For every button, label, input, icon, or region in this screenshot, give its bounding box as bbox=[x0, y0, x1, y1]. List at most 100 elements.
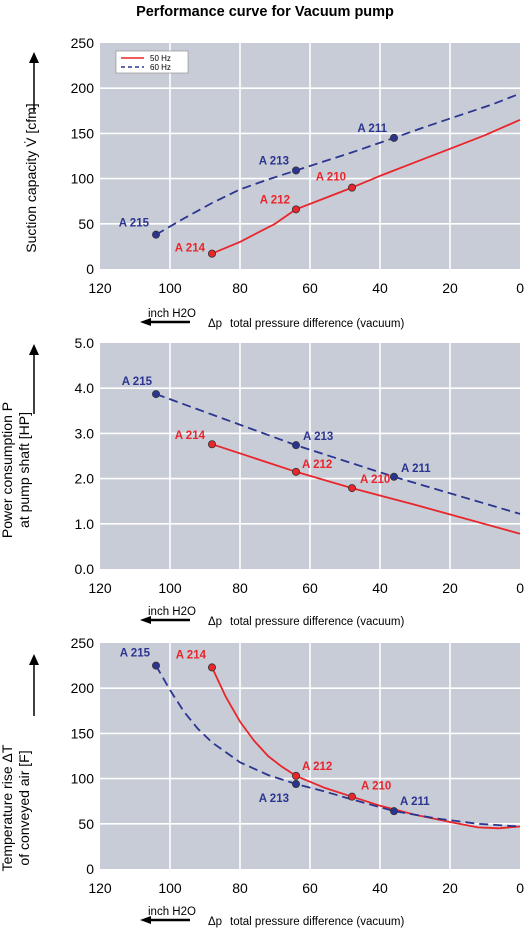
x-tick-label: 80 bbox=[232, 580, 248, 596]
data-point bbox=[207, 440, 216, 449]
y-axis-arrow-head bbox=[29, 52, 39, 63]
x-tick-label: 60 bbox=[302, 580, 318, 596]
data-point bbox=[291, 467, 300, 476]
x-axis-label: total pressure difference (vacuum) bbox=[230, 916, 404, 928]
data-label: A 215 bbox=[119, 218, 150, 230]
x-axis-delta: Δp bbox=[208, 318, 222, 330]
data-label: A 210 bbox=[316, 172, 346, 184]
data-label: A 210 bbox=[361, 781, 391, 793]
y-axis-label: Power consumption P bbox=[0, 402, 15, 538]
x-axis-label: total pressure difference (vacuum) bbox=[230, 318, 404, 330]
y-tick-label: 5.0 bbox=[75, 335, 95, 351]
data-point bbox=[389, 472, 398, 481]
data-point bbox=[207, 249, 216, 258]
data-label: A 211 bbox=[357, 123, 387, 135]
y-tick-label: 0 bbox=[86, 261, 94, 277]
x-tick-label: 20 bbox=[442, 280, 458, 296]
x-axis-label: total pressure difference (vacuum) bbox=[230, 616, 404, 628]
y-axis-label: Temperature rise ΔT bbox=[0, 744, 15, 871]
y-tick-label: 150 bbox=[71, 725, 95, 741]
x-tick-label: 80 bbox=[232, 880, 248, 896]
data-label: A 214 bbox=[175, 243, 206, 255]
data-point bbox=[291, 771, 300, 780]
y-tick-label: 100 bbox=[71, 771, 95, 787]
x-axis-delta: Δp bbox=[208, 916, 222, 928]
data-point bbox=[389, 133, 398, 142]
data-point bbox=[151, 661, 160, 670]
x-tick-label: 60 bbox=[302, 280, 318, 296]
series-line-60hz bbox=[155, 92, 521, 236]
x-tick-label: 40 bbox=[372, 280, 388, 296]
x-axis-arrow-head bbox=[140, 318, 151, 326]
data-point bbox=[291, 166, 300, 175]
data-point bbox=[291, 205, 300, 214]
x-tick-label: 20 bbox=[442, 880, 458, 896]
legend-label: 60 Hz bbox=[150, 63, 171, 72]
data-label: A 214 bbox=[176, 649, 207, 661]
data-label: A 211 bbox=[400, 796, 430, 808]
data-label: A 211 bbox=[401, 463, 431, 475]
y-tick-label: 100 bbox=[71, 171, 95, 187]
y-axis-label: Suction capacity V̇ [cfm] bbox=[23, 103, 39, 252]
y-tick-label: 1.0 bbox=[75, 516, 95, 532]
data-point bbox=[151, 230, 160, 239]
data-label: A 210 bbox=[360, 474, 390, 486]
x-tick-label: 0 bbox=[516, 280, 524, 296]
x-axis-arrow-head bbox=[140, 916, 151, 924]
x-tick-label: 120 bbox=[88, 580, 112, 596]
legend-label: 50 Hz bbox=[150, 54, 171, 63]
data-point bbox=[151, 390, 160, 399]
x-axis-delta: Δp bbox=[208, 616, 222, 628]
data-point bbox=[347, 792, 356, 801]
data-label: A 212 bbox=[260, 194, 290, 206]
x-tick-label: 60 bbox=[302, 880, 318, 896]
y-tick-label: 50 bbox=[78, 816, 94, 832]
data-label: A 215 bbox=[122, 376, 153, 388]
y-tick-label: 150 bbox=[71, 125, 95, 141]
x-tick-label: 120 bbox=[88, 280, 112, 296]
data-point bbox=[347, 183, 356, 192]
chart-title: Performance curve for Vacuum pump bbox=[136, 4, 394, 20]
series-line-50hz bbox=[211, 667, 521, 830]
x-tick-label: 40 bbox=[372, 580, 388, 596]
y-tick-label: 0.0 bbox=[75, 561, 95, 577]
data-label: A 212 bbox=[302, 761, 332, 773]
x-tick-label: 80 bbox=[232, 280, 248, 296]
x-tick-label: 0 bbox=[516, 580, 524, 596]
data-point bbox=[291, 780, 300, 789]
x-tick-label: 120 bbox=[88, 880, 112, 896]
y-tick-label: 200 bbox=[71, 80, 95, 96]
data-point bbox=[207, 663, 216, 672]
x-tick-label: 40 bbox=[372, 880, 388, 896]
x-axis-unit: inch H2O bbox=[148, 906, 196, 918]
y-tick-label: 250 bbox=[71, 635, 95, 651]
x-tick-label: 0 bbox=[516, 880, 524, 896]
y-axis-arrow-head bbox=[29, 654, 39, 665]
legend-box bbox=[115, 50, 189, 74]
y-tick-label: 200 bbox=[71, 680, 95, 696]
y-tick-label: 2.0 bbox=[75, 471, 95, 487]
y-tick-label: 250 bbox=[71, 35, 95, 51]
data-label: A 212 bbox=[302, 459, 332, 471]
data-label: A 213 bbox=[259, 155, 289, 167]
data-label: A 213 bbox=[303, 431, 333, 443]
x-axis-unit: inch H2O bbox=[148, 308, 196, 320]
x-axis-unit: inch H2O bbox=[148, 606, 196, 618]
x-tick-label: 20 bbox=[442, 580, 458, 596]
series-line-60hz bbox=[155, 393, 521, 515]
y-tick-label: 0 bbox=[86, 861, 94, 877]
data-point bbox=[291, 441, 300, 450]
chart-panel-2: 120 100 80 60 40 20 0 0.0 1.0 2.0 3.0 4.0 5.0 A 214 A … bbox=[0, 335, 524, 628]
y-tick-label: 3.0 bbox=[75, 425, 95, 441]
y-tick-label: 50 bbox=[78, 216, 94, 232]
y-axis-label: at pump shaft [HP] bbox=[16, 412, 32, 528]
x-tick-label: 100 bbox=[158, 880, 182, 896]
x-tick-label: 100 bbox=[158, 280, 182, 296]
data-label: A 213 bbox=[259, 793, 289, 805]
y-tick-label: 4.0 bbox=[75, 380, 95, 396]
y-axis-label: of conveyed air [F] bbox=[16, 750, 32, 865]
x-tick-label: 100 bbox=[158, 580, 182, 596]
